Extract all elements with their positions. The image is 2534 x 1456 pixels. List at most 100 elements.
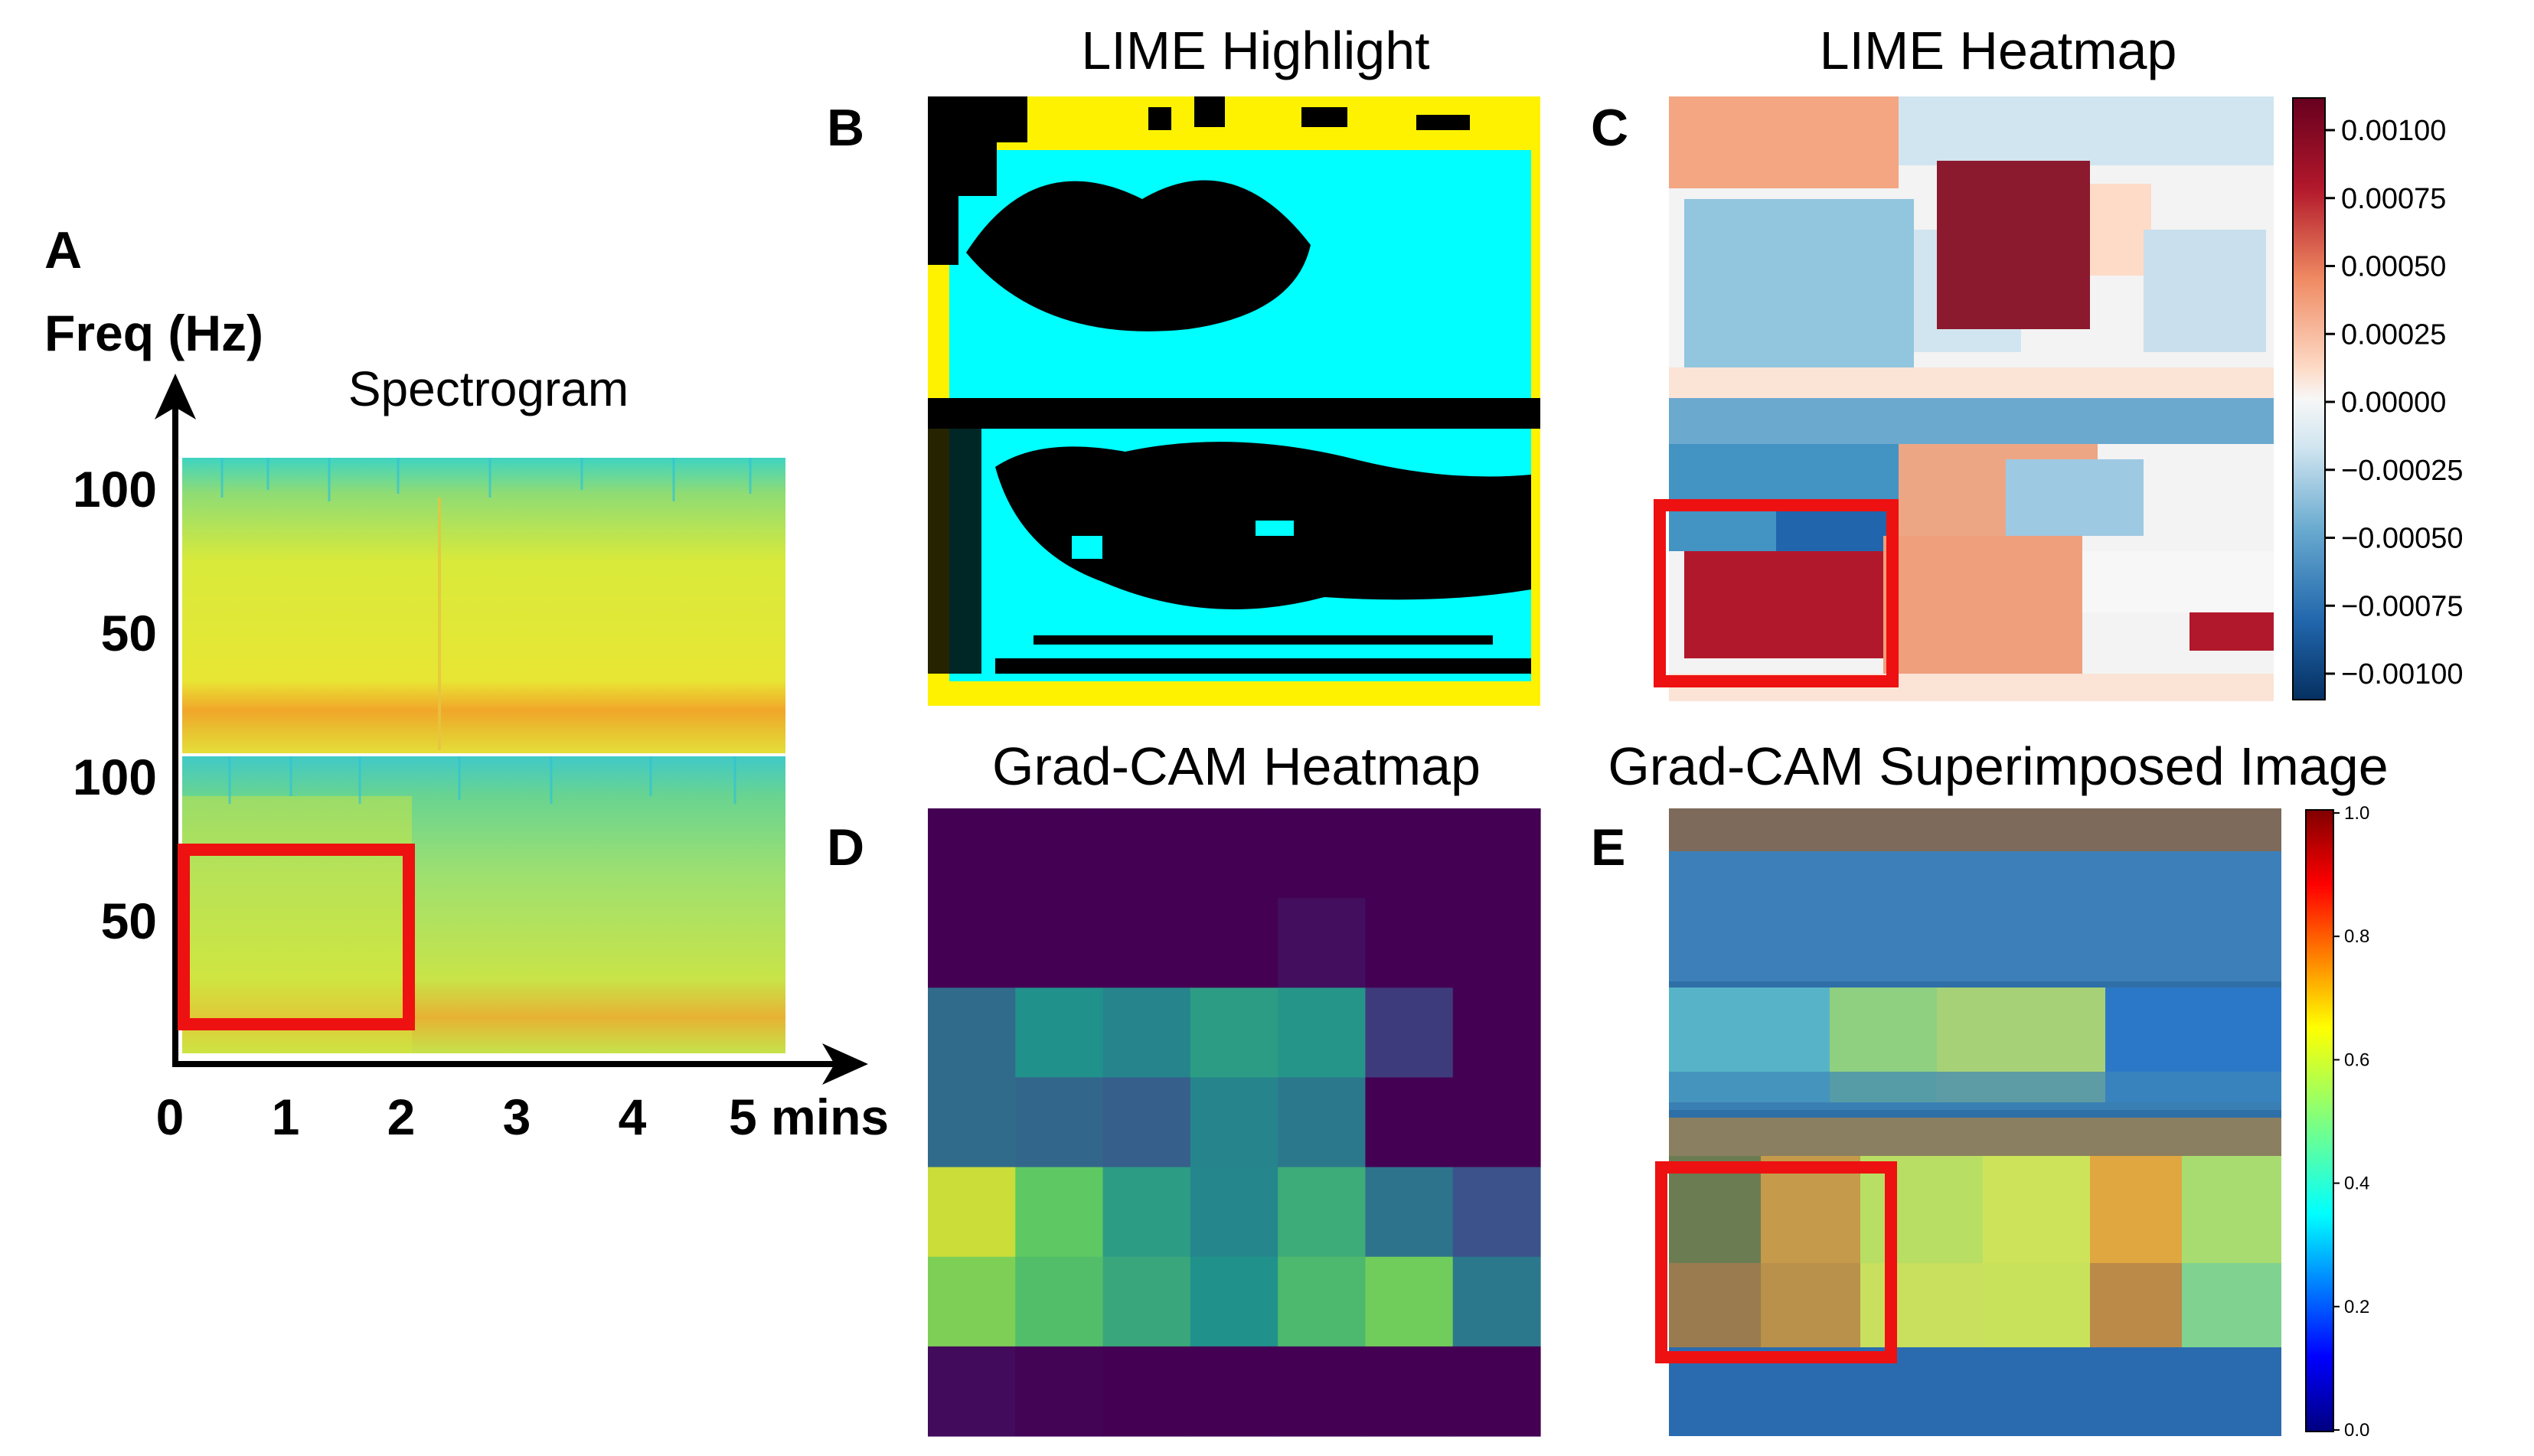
gradcam-cell: [1278, 1167, 1367, 1258]
gradcam-cell: [1102, 1346, 1191, 1437]
panel-e-title: Grad-CAM Superimposed Image: [1608, 736, 2388, 796]
gradcam-cell: [1190, 808, 1278, 899]
gradcam-cell: [1278, 898, 1367, 988]
spectrogram-upper: [182, 458, 785, 755]
lime-colorbar-tick-label: 0.00100: [2341, 115, 2446, 147]
x-tick-5: 5 mins: [729, 1089, 889, 1145]
gradcam-cell: [928, 1077, 1016, 1168]
panel-c-letter: C: [1591, 99, 1628, 157]
gradcam-cell: [1278, 1077, 1367, 1168]
x-tick-0: 0: [156, 1089, 184, 1145]
gradcam-cell: [1102, 1256, 1191, 1347]
gradcam-cell: [1278, 1346, 1367, 1437]
panel-b-title: LIME Highlight: [1081, 21, 1429, 80]
gradcam-cell: [1190, 898, 1278, 988]
gradcam-cell: [1452, 808, 1541, 899]
x-tick-1: 1: [272, 1089, 300, 1145]
lime-colorbar-tick-label: 0.00050: [2341, 251, 2446, 283]
x-tick-3: 3: [503, 1089, 531, 1145]
gradcam-cell: [1015, 1077, 1104, 1168]
panel-b: LIME Highlight B: [827, 21, 1540, 706]
spectrogram-highlight-rect: [178, 844, 415, 1030]
gradcam-cell: [1278, 988, 1367, 1079]
grad-cam-superimposed-image: [1669, 808, 2281, 1436]
lime-colorbar-tick-label: 0.00000: [2341, 387, 2446, 419]
lime-colorbar-tick-label: 0.00075: [2341, 183, 2446, 215]
gradcam-cell: [1365, 1167, 1454, 1258]
gradcam-cell: [1190, 1167, 1278, 1258]
gradcam-cell: [1365, 1077, 1454, 1168]
gradcam-cell: [1452, 898, 1541, 988]
jet-colorbar-ticks: 1.0 0.8 0.6 0.4 0.2 0.0: [2333, 803, 2369, 1441]
gradcam-cell: [1102, 898, 1191, 988]
gradcam-cell: [1015, 898, 1104, 988]
lime-colorbar-tick-label: −0.00075: [2341, 590, 2464, 622]
panel-a-highlight-box: [178, 844, 415, 1030]
lime-colorbar-tick-label: −0.00050: [2341, 523, 2464, 555]
lime-colorbar-tick-label: −0.00100: [2341, 658, 2464, 690]
panel-c-title: LIME Heatmap: [1820, 21, 2177, 80]
gradcam-cell: [1015, 1167, 1104, 1258]
gradcam-cell: [928, 988, 1016, 1079]
spectrogram-stripes: [220, 458, 752, 804]
gradcam-cell: [1452, 1256, 1541, 1347]
panel-e: Grad-CAM Superimposed Image E: [1591, 736, 2389, 1441]
gradcam-cell: [1015, 1256, 1104, 1347]
jet-colorbar-tick-label: 0.4: [2344, 1174, 2369, 1194]
gradcam-cell: [1278, 808, 1367, 899]
gradcam-cell: [1365, 808, 1454, 899]
x-tick-labels: 0 1 2 3 4 5 mins: [156, 1089, 889, 1145]
y-tick-bottom-100: 100: [73, 749, 157, 805]
spectrogram-lower-left-region: [182, 796, 412, 1053]
gradcam-cell: [1015, 808, 1104, 899]
gradcam-cell: [1015, 988, 1104, 1079]
panel-a-y-axis-label: Freq (Hz): [44, 305, 263, 361]
jet-colorbar-tick-label: 0.6: [2344, 1050, 2369, 1070]
gradcam-cell: [1365, 988, 1454, 1079]
gradcam-cell: [1452, 1077, 1541, 1168]
gradcam-cell: [928, 1167, 1016, 1258]
lime-colorbar: [2292, 97, 2326, 700]
jet-colorbar: [2305, 809, 2334, 1432]
gradcam-cell: [1102, 1167, 1191, 1258]
gradcam-cell: [1102, 988, 1191, 1079]
lime-colorbar-tick-label: −0.00025: [2341, 455, 2464, 487]
gradcam-cell: [1102, 1077, 1191, 1168]
gradcam-highlight-rect: [1655, 1161, 1897, 1363]
gradcam-cell: [1190, 988, 1278, 1079]
gradcam-cell: [1102, 808, 1191, 899]
spectrogram-lower: [182, 755, 785, 1053]
lime-highlight-rect: [1654, 499, 1899, 687]
y-axis-arrowhead: [155, 374, 196, 419]
x-axis-arrowhead: [822, 1043, 868, 1085]
panel-d: Grad-CAM Heatmap D: [827, 736, 1541, 1437]
gradcam-cell: [1365, 1256, 1454, 1347]
lime-heatmap-image: [1669, 96, 2274, 701]
panel-a: A Freq (Hz) Spectrogram 100 50 100 50 0: [44, 221, 889, 1145]
gradcam-cell: [928, 1256, 1016, 1347]
gradcam-cell: [1190, 1256, 1278, 1347]
panel-e-letter: E: [1591, 818, 1625, 877]
jet-colorbar-tick-label: 0.2: [2344, 1297, 2369, 1317]
gradcam-cell: [1452, 988, 1541, 1079]
gradcam-cell: [928, 1346, 1016, 1437]
y-tick-top-50: 50: [101, 605, 157, 661]
grad-cam-heatmap-grid: [928, 808, 1541, 1437]
gradcam-cell: [1365, 1346, 1454, 1437]
panel-d-title: Grad-CAM Heatmap: [992, 736, 1481, 796]
gradcam-cell: [1190, 1346, 1278, 1437]
gradcam-cell: [1452, 1167, 1541, 1258]
gradcam-cell: [928, 808, 1016, 899]
lime-highlight-image: [928, 96, 1540, 706]
x-tick-2: 2: [387, 1089, 416, 1145]
gradcam-cell: [1015, 1346, 1104, 1437]
gradcam-cell: [1278, 1256, 1367, 1347]
y-tick-bottom-50: 50: [101, 893, 157, 949]
lime-colorbar-ticks: 0.00100 0.00075 0.00050 0.00025 0.00000 −0.00…: [2325, 115, 2464, 690]
panel-d-letter: D: [827, 818, 864, 877]
x-tick-4: 4: [619, 1089, 647, 1145]
y-tick-top-100: 100: [73, 461, 157, 517]
gradcam-cell: [1452, 1346, 1541, 1437]
